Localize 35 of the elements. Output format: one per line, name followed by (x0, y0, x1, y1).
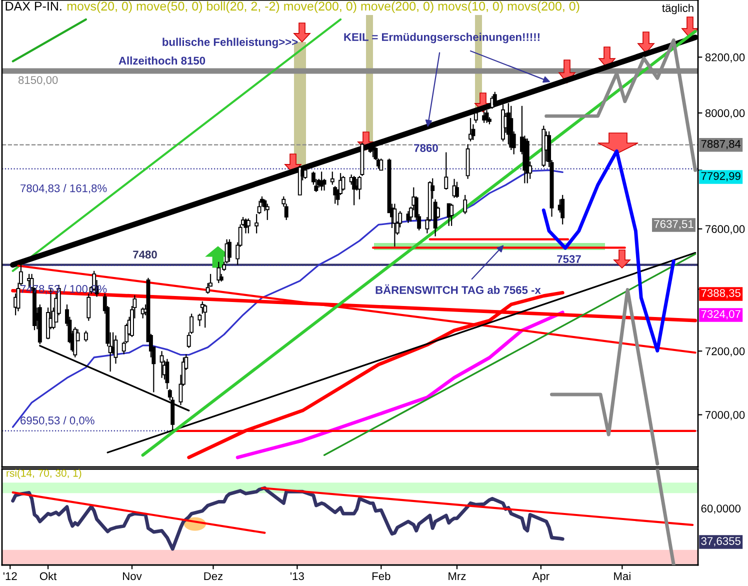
y-tick-label: 8200,00 (705, 53, 745, 63)
text: 37,6355 (701, 537, 740, 546)
x-tick-label: '12 (3, 572, 17, 580)
y-tick-label: 7000,00 (706, 411, 745, 420)
x-tick-label: Mai (614, 572, 630, 580)
text: 7388,35 (701, 289, 740, 298)
x-tick-label: Apr (532, 572, 550, 582)
ref-line-label: Allzeithoch 8150 (118, 56, 206, 65)
y-tick-label: 7200,00 (706, 347, 745, 357)
annotation: 7637,51 (654, 220, 694, 230)
annotation: täglich (662, 4, 694, 14)
annotation: bullische Fehlleistung>>> (162, 38, 298, 48)
y-tick-label: 8000,00 (705, 109, 745, 118)
x-tick-label: Nov (123, 572, 142, 580)
text: 7324,07 (701, 310, 740, 320)
annotation: 7537 (557, 255, 581, 263)
text: 7792,99 (701, 172, 740, 182)
x-tick-label: Dez (204, 572, 223, 580)
ref-line-label: 7480 (133, 250, 157, 258)
annotation: 8150,00 (18, 76, 58, 86)
ref-line-label: 7804,83 / 161,8% (20, 184, 107, 194)
text: 60,0000 (701, 504, 741, 514)
x-tick-label: '13 (290, 572, 304, 580)
y-tick-label: 7600,00 (706, 225, 745, 234)
annotation: rsi(14, 70, 30, 1) (6, 469, 82, 479)
annotation: BÄRENSWITCH TAG ab 7565 -x (376, 284, 541, 294)
annotation: KEIL = Ermüdungserscheinungen!!!!! (344, 32, 540, 44)
x-tick-label: Feb (372, 572, 390, 580)
chart-title: DAX P-IN. (6, 2, 62, 10)
x-tick-label: Mrz (448, 572, 466, 580)
x-tick-label: Okt (40, 572, 57, 580)
chart-subtitle: movs(20, 0) move(50, 0) boll(20, 2, -2) move(200, 0) move(200, 0) movs(10, 0) movs(200, 0) (67, 1, 580, 14)
ref-line-label: 7887,84 (701, 140, 741, 150)
ref-line-label: 6950,53 / 0,0% (20, 416, 94, 426)
annotation: 7860 (414, 144, 438, 152)
